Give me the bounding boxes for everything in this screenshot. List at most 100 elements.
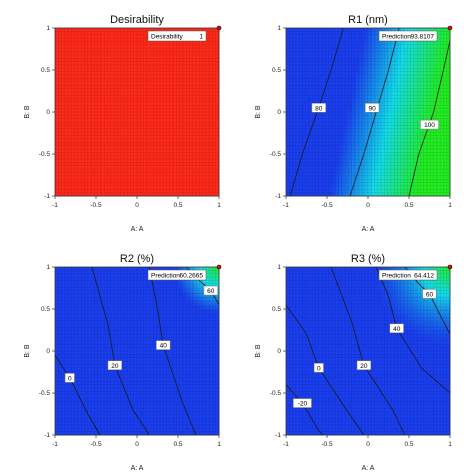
heatmap-cell — [149, 380, 154, 385]
heatmap-cell — [302, 70, 307, 75]
heatmap-cell — [363, 28, 369, 33]
heatmap-cell — [294, 86, 299, 92]
heatmap-cell — [100, 372, 105, 377]
heatmap-cell — [141, 36, 146, 41]
heatmap-cell — [339, 179, 344, 184]
heatmap-cell — [145, 158, 150, 163]
heatmap-cell — [137, 70, 142, 75]
heatmap-cell — [202, 405, 208, 411]
heatmap-cell — [437, 187, 443, 193]
heatmap-cell — [145, 414, 150, 419]
heatmap-cell — [100, 158, 105, 163]
heatmap-cell — [198, 334, 203, 339]
heatmap-cell — [210, 279, 216, 285]
heatmap-cell — [120, 317, 126, 322]
heatmap-cell — [132, 380, 138, 385]
heatmap-cell — [108, 112, 113, 117]
heatmap-cell — [100, 397, 105, 402]
heatmap-cell — [351, 137, 357, 142]
heatmap-cell — [124, 149, 130, 155]
heatmap-cell — [153, 57, 158, 62]
heatmap-cell — [190, 28, 195, 33]
heatmap-cell — [198, 338, 203, 343]
heatmap-cell — [421, 65, 426, 71]
heatmap-cell — [206, 338, 212, 343]
heatmap-cell — [173, 162, 179, 167]
heatmap-cell — [388, 112, 393, 117]
heatmap-cell — [169, 309, 175, 314]
x-tick-label: 0.5 — [173, 202, 182, 209]
heatmap-cell — [198, 313, 203, 318]
heatmap-cell — [165, 28, 171, 33]
heatmap-cell — [186, 288, 191, 293]
heatmap-cell — [363, 86, 369, 92]
heatmap-cell — [318, 166, 324, 172]
heatmap-cell — [59, 61, 64, 67]
heatmap-cell — [404, 128, 410, 134]
heatmap-cell — [210, 372, 216, 377]
heatmap-cell — [359, 36, 365, 41]
heatmap-cell — [388, 78, 393, 83]
heatmap-cell — [161, 78, 167, 83]
heatmap-cell — [120, 418, 126, 423]
heatmap-cell — [173, 133, 179, 138]
heatmap-cell — [318, 99, 324, 104]
heatmap-cell — [132, 133, 138, 138]
heatmap-cell — [91, 99, 97, 104]
heatmap-cell — [210, 95, 216, 100]
heatmap-cell — [441, 32, 447, 37]
heatmap-cell — [145, 388, 150, 394]
heatmap-cell — [55, 70, 60, 75]
heatmap-cell — [380, 179, 385, 184]
heatmap-cell — [132, 397, 138, 402]
heatmap-cell — [413, 179, 418, 184]
heatmap-cell — [149, 107, 154, 113]
heatmap-cell — [302, 49, 307, 54]
heatmap-cell — [339, 175, 344, 180]
heatmap-cell — [182, 74, 187, 79]
heatmap-cell — [290, 28, 295, 33]
heatmap-cell — [161, 304, 167, 310]
heatmap-cell — [372, 28, 377, 33]
heatmap-cell — [116, 367, 121, 373]
heatmap-cell — [55, 401, 60, 406]
heatmap-cell — [67, 53, 72, 58]
heatmap-cell — [306, 44, 311, 50]
heatmap-cell — [210, 351, 216, 356]
heatmap-cell — [173, 351, 179, 356]
heatmap-cell — [186, 346, 191, 352]
heatmap-cell — [128, 363, 134, 369]
heatmap-cell — [437, 99, 443, 104]
heatmap-cell — [182, 292, 187, 297]
heatmap-cell — [210, 363, 216, 369]
heatmap-cell — [173, 334, 179, 339]
heatmap-cell — [359, 65, 365, 71]
heatmap-cell — [75, 57, 80, 62]
heatmap-cell — [186, 384, 191, 390]
heatmap-cell — [392, 187, 398, 193]
heatmap-cell — [202, 133, 208, 138]
heatmap-cell — [363, 65, 369, 71]
heatmap-cell — [182, 397, 187, 402]
heatmap-cell — [173, 330, 179, 335]
heatmap-cell — [128, 313, 134, 318]
heatmap-cell — [318, 82, 324, 88]
heatmap-cell — [120, 74, 126, 79]
heatmap-cell — [104, 359, 109, 364]
heatmap-cell — [153, 170, 158, 176]
heatmap-cell — [298, 78, 303, 83]
heatmap-cell — [182, 82, 187, 88]
heatmap-cell — [294, 32, 299, 37]
heatmap-cell — [355, 141, 361, 146]
heatmap-cell — [149, 170, 154, 176]
heatmap-cell — [294, 107, 299, 113]
heatmap-cell — [157, 380, 162, 385]
heatmap-cell — [404, 154, 410, 159]
heatmap-cell — [63, 288, 68, 293]
heatmap-cell — [59, 137, 64, 142]
heatmap-cell — [67, 170, 72, 176]
heatmap-cell — [79, 158, 85, 163]
heatmap-cell — [145, 313, 150, 318]
heatmap-cell — [314, 154, 320, 159]
heatmap-cell — [87, 309, 93, 314]
